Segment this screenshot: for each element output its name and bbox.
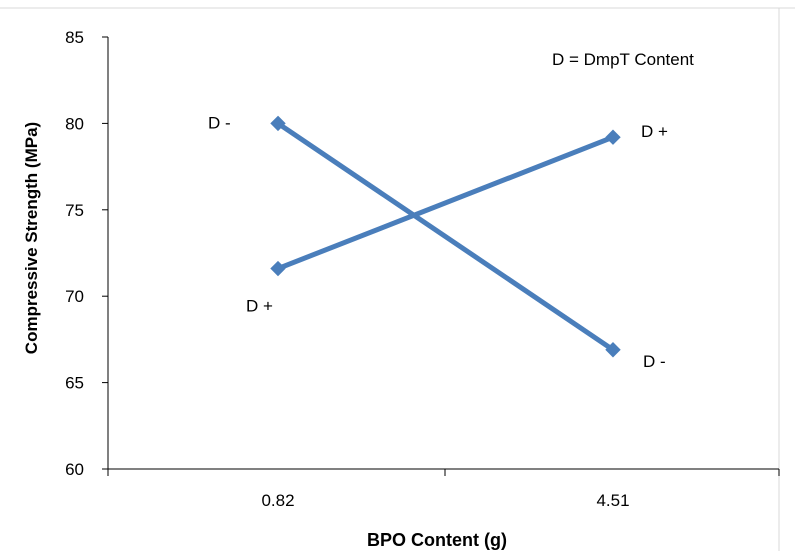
y-tick-label: 65 — [65, 374, 84, 393]
data-point-marker — [270, 115, 286, 132]
y-axis-title: Compressive Strength (MPa) — [22, 122, 41, 354]
legend-note: D = DmpT Content — [552, 50, 694, 69]
data-point-label: D - — [208, 113, 231, 132]
x-axis: 0.82 4.51 — [107, 468, 780, 510]
data-point-label: D - — [643, 352, 666, 371]
y-tick-label: 60 — [65, 460, 84, 479]
x-tick-label: 0.82 — [261, 491, 294, 510]
data-point-marker — [270, 260, 286, 277]
data-point-label: D + — [641, 122, 668, 141]
point-labels: D - D - D + D + — [208, 113, 668, 370]
data-point-label: D + — [246, 297, 273, 316]
series-layer — [270, 115, 621, 358]
series-line — [276, 121, 615, 352]
series-line — [277, 134, 614, 271]
y-tick-label: 75 — [65, 201, 84, 220]
y-axis: 60 65 70 75 80 85 — [65, 28, 109, 479]
x-axis-title: BPO Content (g) — [367, 530, 507, 550]
y-tick-label: 70 — [65, 287, 84, 306]
x-tick-label: 4.51 — [596, 491, 629, 510]
y-tick-label: 80 — [65, 114, 84, 133]
data-point-marker — [605, 342, 621, 358]
y-tick-label: 85 — [65, 28, 84, 47]
data-point-marker — [605, 129, 621, 145]
